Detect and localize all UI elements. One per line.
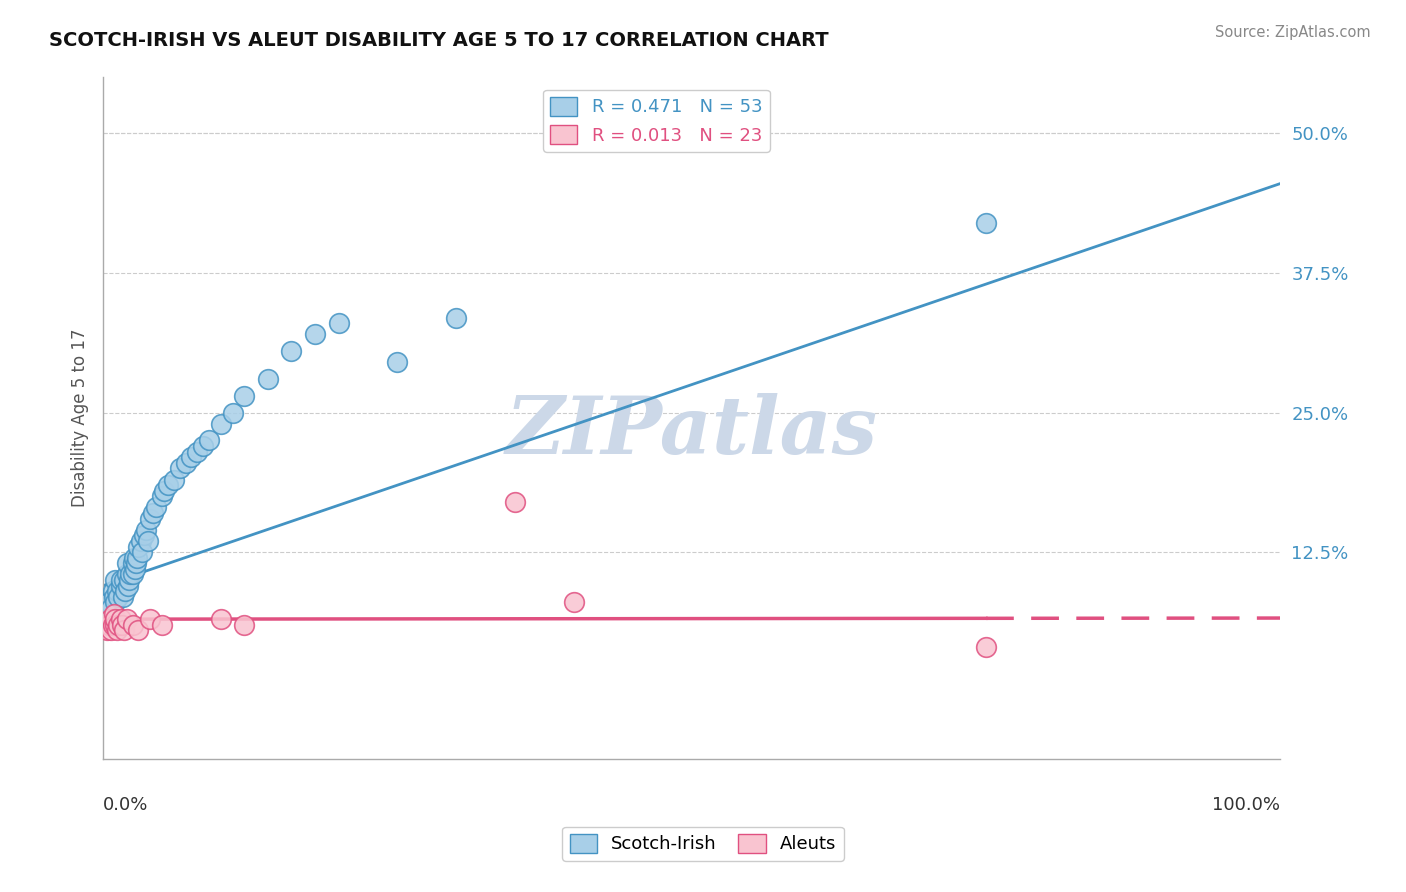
Point: [105, 624, 128, 638]
Point: [104, 595, 127, 609]
Point: [104, 617, 127, 632]
Point: [114, 584, 136, 599]
Point: [174, 456, 197, 470]
Point: [127, 550, 149, 565]
Point: [124, 562, 146, 576]
Point: [115, 567, 138, 582]
Point: [107, 617, 129, 632]
Point: [163, 473, 186, 487]
Point: [121, 617, 143, 632]
Point: [139, 511, 162, 525]
Point: [169, 461, 191, 475]
Point: [115, 612, 138, 626]
Point: [180, 450, 202, 465]
Point: [120, 567, 142, 582]
Point: [304, 327, 326, 342]
Point: [110, 579, 132, 593]
Point: [115, 557, 138, 571]
Point: [127, 624, 149, 638]
Point: [117, 579, 139, 593]
Point: [503, 495, 526, 509]
Point: [142, 506, 165, 520]
Point: [100, 601, 122, 615]
Point: [112, 624, 135, 638]
Point: [974, 640, 997, 654]
Point: [150, 489, 173, 503]
Point: [153, 483, 176, 498]
Point: [118, 573, 141, 587]
Point: [129, 533, 152, 548]
Point: [121, 567, 143, 582]
Point: [103, 590, 125, 604]
Point: [112, 573, 135, 587]
Point: [98, 612, 121, 626]
Point: [105, 584, 128, 599]
Point: [103, 607, 125, 621]
Point: [139, 612, 162, 626]
Point: [111, 617, 134, 632]
Point: [145, 500, 167, 515]
Point: [98, 595, 121, 609]
Point: [193, 439, 215, 453]
Point: [100, 624, 122, 638]
Point: [209, 612, 232, 626]
Point: [131, 545, 153, 559]
Point: [198, 434, 221, 448]
Point: [127, 540, 149, 554]
Point: [562, 595, 585, 609]
Point: [446, 310, 468, 325]
Point: [209, 417, 232, 431]
Point: [233, 389, 256, 403]
Point: [122, 550, 145, 565]
Point: [121, 557, 143, 571]
Point: [110, 573, 132, 587]
Point: [98, 617, 121, 632]
Point: [110, 612, 132, 626]
Point: [134, 528, 156, 542]
Legend: Scotch-Irish, Aleuts: Scotch-Irish, Aleuts: [562, 827, 844, 861]
Point: [125, 557, 148, 571]
Text: SCOTCH-IRISH VS ALEUT DISABILITY AGE 5 TO 17 CORRELATION CHART: SCOTCH-IRISH VS ALEUT DISABILITY AGE 5 T…: [49, 31, 828, 50]
Point: [136, 533, 159, 548]
Legend: R = 0.471   N = 53, R = 0.013   N = 23: R = 0.471 N = 53, R = 0.013 N = 23: [543, 90, 769, 152]
Point: [233, 617, 256, 632]
Text: Source: ZipAtlas.com: Source: ZipAtlas.com: [1215, 25, 1371, 40]
Point: [221, 405, 243, 419]
Point: [328, 316, 350, 330]
Point: [134, 523, 156, 537]
Point: [150, 617, 173, 632]
Y-axis label: Disability Age 5 to 17: Disability Age 5 to 17: [72, 329, 89, 508]
Point: [104, 612, 127, 626]
Point: [96, 624, 118, 638]
Point: [186, 444, 208, 458]
Point: [257, 372, 280, 386]
Point: [104, 573, 127, 587]
Point: [112, 590, 135, 604]
Point: [101, 584, 124, 599]
Point: [101, 617, 124, 632]
Text: 100.0%: 100.0%: [1212, 797, 1281, 814]
Point: [107, 590, 129, 604]
Text: 0.0%: 0.0%: [103, 797, 149, 814]
Point: [280, 344, 302, 359]
Point: [156, 478, 179, 492]
Point: [974, 216, 997, 230]
Text: ZIPatlas: ZIPatlas: [506, 393, 877, 470]
Point: [387, 355, 409, 369]
